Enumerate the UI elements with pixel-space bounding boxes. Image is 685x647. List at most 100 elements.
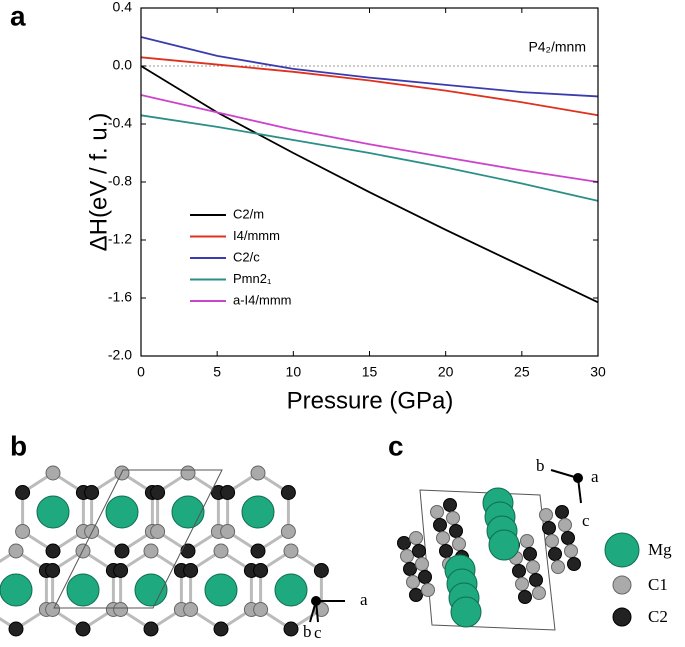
legend-label: C2/c xyxy=(233,249,260,264)
panel-label: c xyxy=(388,430,404,461)
axis-label: a xyxy=(591,467,599,486)
atom xyxy=(526,560,540,574)
axes-c xyxy=(550,469,583,504)
axis-label: c xyxy=(314,623,322,642)
atom xyxy=(406,575,420,589)
atom xyxy=(400,549,414,563)
axes-b xyxy=(309,596,345,623)
atom xyxy=(555,505,569,519)
atom xyxy=(280,524,296,539)
legend-atom-c2 xyxy=(612,607,632,627)
atom xyxy=(415,557,429,571)
x-axis-label: Pressure (GPa) xyxy=(287,387,454,414)
legend-text: C1 xyxy=(648,575,668,594)
series-line xyxy=(140,56,599,117)
atom xyxy=(250,465,266,481)
x-tick-label: 5 xyxy=(213,364,221,380)
atom xyxy=(283,621,299,637)
atom xyxy=(0,573,33,607)
atom xyxy=(397,536,411,550)
atom xyxy=(561,531,575,545)
atom xyxy=(274,573,308,607)
atom xyxy=(36,495,70,529)
legend-label: C2/m xyxy=(233,206,264,221)
atom xyxy=(532,586,546,600)
atom xyxy=(220,524,236,539)
panel-label: a xyxy=(10,0,26,31)
atom xyxy=(213,543,229,559)
atom xyxy=(180,465,196,481)
atom xyxy=(253,563,269,578)
atom xyxy=(143,543,159,559)
atom xyxy=(241,495,275,529)
x-tick-label: 30 xyxy=(590,364,606,380)
atom xyxy=(66,573,100,607)
legend-label: Pmn2₁ xyxy=(233,271,272,286)
series-line xyxy=(140,114,599,202)
legend-atom-c1 xyxy=(612,575,632,595)
atom xyxy=(409,531,423,545)
atom xyxy=(450,596,482,628)
atom xyxy=(446,511,460,525)
atom xyxy=(409,588,423,602)
atom xyxy=(551,560,565,574)
x-tick-label: 25 xyxy=(514,364,530,380)
x-tick-label: 0 xyxy=(137,364,145,380)
atom xyxy=(449,524,463,538)
atom xyxy=(84,524,100,539)
reference-label: P4₂/mnm xyxy=(528,39,586,55)
atom xyxy=(523,547,537,561)
atom xyxy=(539,508,553,522)
structures xyxy=(0,465,581,637)
series-line xyxy=(140,94,599,183)
atom xyxy=(250,543,266,559)
atom xyxy=(113,563,129,578)
atom xyxy=(8,621,24,637)
atom xyxy=(283,543,299,559)
atom xyxy=(436,531,450,545)
axis-label: a xyxy=(360,590,368,609)
atom xyxy=(213,621,229,637)
atom xyxy=(564,544,578,558)
atom xyxy=(15,485,31,500)
axis-label: b xyxy=(303,622,312,641)
legend-text: C2 xyxy=(648,607,668,626)
atom xyxy=(545,534,559,548)
atom xyxy=(515,577,529,591)
y-tick-label: 0.0 xyxy=(113,57,133,73)
legend-text: Mg xyxy=(648,540,672,559)
atom xyxy=(280,485,296,500)
y-axis-label: ΔH(eV / f. u.) xyxy=(85,113,112,252)
atom xyxy=(220,485,236,500)
atom xyxy=(45,465,61,481)
atom xyxy=(204,573,238,607)
atom xyxy=(45,563,61,578)
atom xyxy=(113,602,129,617)
atom xyxy=(84,485,100,500)
x-tick-label: 15 xyxy=(362,364,378,380)
atom xyxy=(105,495,139,529)
unit-cell xyxy=(53,469,223,609)
atom xyxy=(518,590,532,604)
atom xyxy=(529,573,543,587)
y-tick-label: -1.2 xyxy=(108,231,132,247)
legend-atom-mg xyxy=(604,532,640,568)
series-line xyxy=(140,36,599,98)
x-tick-label: 10 xyxy=(286,364,302,380)
atom xyxy=(171,495,205,529)
atom xyxy=(403,562,417,576)
atom xyxy=(488,529,520,561)
atom xyxy=(421,583,435,597)
atom xyxy=(143,621,159,637)
atom xyxy=(542,521,556,535)
atom xyxy=(183,602,199,617)
atom xyxy=(8,543,24,559)
axis-origin xyxy=(311,596,321,606)
axis-label: b xyxy=(536,456,545,475)
atom xyxy=(114,543,130,559)
atom xyxy=(567,557,581,571)
atom xyxy=(183,563,199,578)
atom xyxy=(433,518,447,532)
axis-origin xyxy=(573,473,583,483)
